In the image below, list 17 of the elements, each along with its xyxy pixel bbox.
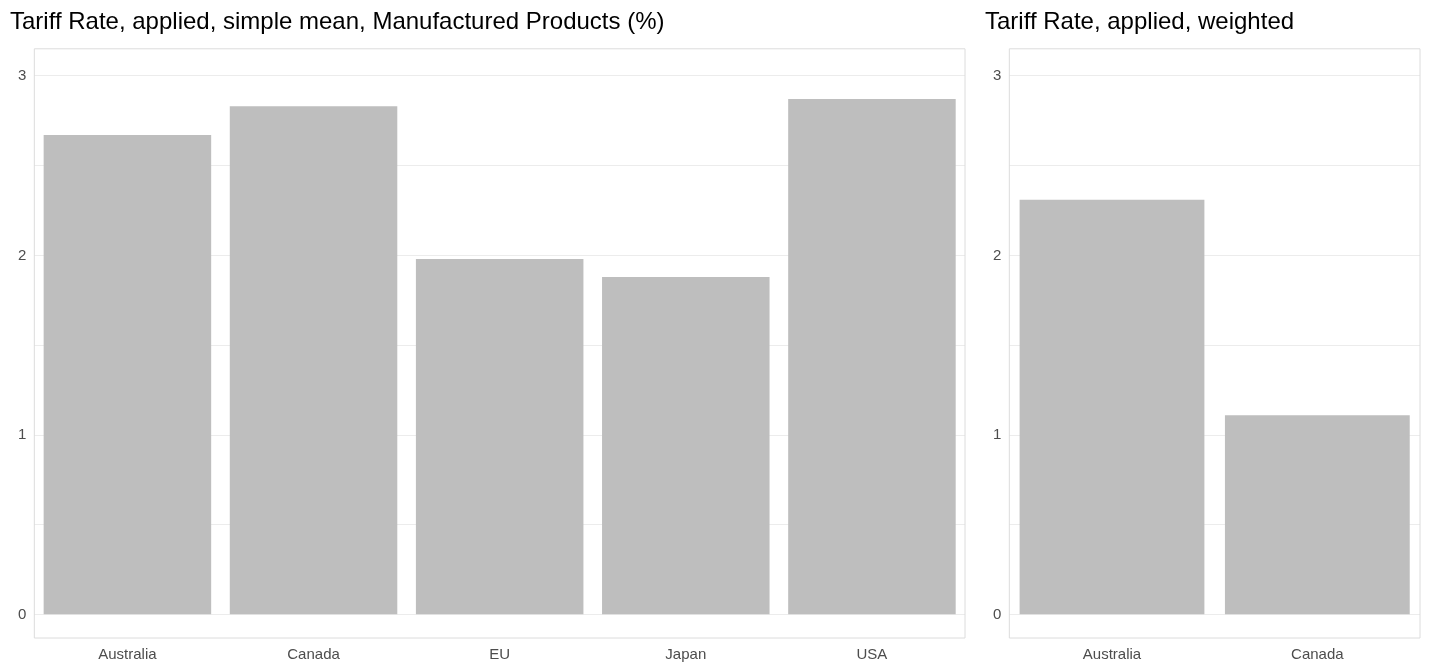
y-tick-label: 1: [18, 425, 27, 443]
x-tick-label: USA: [856, 645, 888, 663]
x-tick-label: EU: [489, 645, 511, 663]
x-tick-label: Canada: [287, 645, 341, 663]
y-tick-label: 2: [18, 245, 27, 263]
y-tick-label: 3: [18, 65, 27, 83]
chart-title: Tariff Rate, applied, simple mean, Manufactured Products (%): [10, 7, 665, 35]
x-tick-label: Australia: [1082, 645, 1142, 663]
y-tick-label: 1: [993, 425, 1002, 443]
chart-title: Tariff Rate, applied, weighted: [985, 7, 1295, 35]
x-tick-label: Canada: [1291, 645, 1345, 663]
x-tick-label: Japan: [665, 645, 707, 663]
y-tick-label: 0: [18, 604, 27, 622]
y-tick-label: 3: [993, 65, 1002, 83]
y-tick-label: 2: [993, 245, 1002, 263]
x-tick-label: Australia: [98, 645, 158, 663]
y-tick-label: 0: [993, 604, 1002, 622]
